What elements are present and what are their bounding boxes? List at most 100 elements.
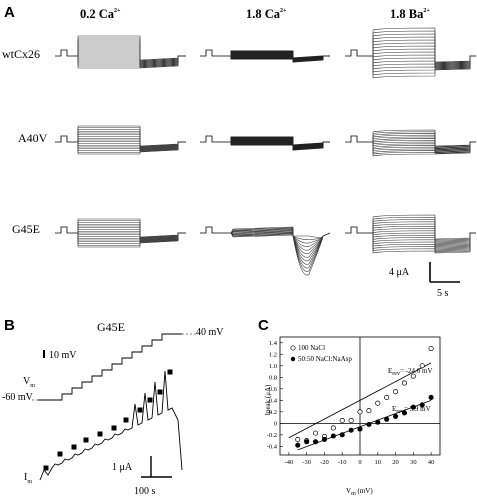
current-trace (372, 133, 476, 148)
current-trace (372, 131, 476, 147)
trace-family-r0-c1 (200, 49, 330, 63)
current-trace (372, 221, 476, 242)
current-trace (372, 48, 476, 66)
vm-label: Vm (23, 376, 35, 389)
current-trace (372, 134, 476, 148)
current-trace (230, 232, 331, 276)
peak-marker (71, 444, 77, 450)
y-tick-label: 0.4 (269, 397, 278, 404)
current-trace (372, 141, 476, 153)
data-point-nacl (348, 417, 354, 424)
data-point-naasp (348, 427, 354, 433)
data-point-naasp (384, 416, 390, 422)
current-trace (372, 136, 476, 149)
current-trace (77, 37, 186, 61)
scale-bar-a: 4 μA 5 s (389, 262, 460, 299)
legend-marker-open (290, 345, 296, 351)
peak-marker (167, 369, 173, 375)
current-scale-label: 1 μA (112, 462, 133, 473)
current-trace (372, 232, 476, 252)
col-head-1-8-ba: 1.8 Ba2+ (390, 7, 430, 21)
volt-scale-label: 10 mV (49, 350, 77, 361)
data-point-naasp (313, 439, 319, 445)
data-point-naasp (321, 436, 327, 443)
data-point-naasp (393, 413, 399, 419)
peak-marker (137, 407, 143, 413)
x-tick-label: 10 (375, 459, 382, 466)
data-point-naasp (357, 426, 363, 432)
data-point-nacl (375, 400, 381, 406)
current-trace (372, 54, 476, 67)
data-point-naasp (304, 439, 310, 445)
current-trace (230, 141, 330, 151)
y-tick-label: 0 (274, 420, 277, 427)
x-tick-label: -40 (285, 459, 294, 466)
current-trace (372, 223, 476, 243)
panel-b-title: G45E (97, 320, 125, 334)
trace-family-r0-c0 (55, 35, 186, 69)
trace-family-r1-c1 (200, 135, 330, 151)
data-point-naasp (366, 421, 372, 428)
data-point-nacl (295, 436, 301, 443)
data-point-naasp (401, 410, 407, 416)
current-trace (372, 36, 476, 64)
data-point-nacl (366, 408, 372, 414)
current-trace (372, 141, 476, 152)
current-trace (372, 55, 476, 68)
fit-line-1 (297, 399, 432, 451)
current-trace (372, 55, 476, 68)
current-trace (372, 216, 476, 241)
fit-line-0 (288, 362, 432, 439)
y-tick-label: 0.2 (269, 409, 277, 416)
data-point-nacl (401, 380, 407, 386)
data-point-naasp (410, 404, 416, 410)
current-trace (372, 55, 476, 76)
y-tick-label: -0.4 (267, 443, 278, 450)
data-point-nacl (419, 363, 425, 369)
current-trace (372, 141, 476, 157)
baseline-trace (200, 49, 231, 57)
peak-marker (111, 425, 117, 431)
current-trace (372, 129, 476, 147)
current-trace (372, 39, 476, 65)
data-point-naasp (330, 433, 336, 439)
current-trace (372, 232, 476, 253)
current-trace (77, 55, 186, 69)
current-trace (372, 55, 476, 70)
current-trace (372, 232, 476, 251)
current-trace (77, 141, 186, 155)
panel-c-letter: C (258, 317, 269, 334)
x-tick-label: -20 (320, 459, 329, 466)
col-head-0-2-ca: 0.2 Ca2+ (80, 7, 121, 21)
current-trace (372, 232, 476, 249)
legend-label-naasp: 50:50 NaCl:NaAsp (298, 355, 352, 363)
panel-a-letter: A (4, 4, 15, 21)
data-point-nacl (393, 389, 399, 395)
trace-family-r2-c1 (200, 226, 331, 276)
baseline-trace (200, 226, 231, 234)
current-trace (372, 55, 476, 69)
current-trace (372, 45, 476, 66)
tick-labels: -40 -30 -20 -10 0 10 20 30 40 -0.4 -0.2 0 0.2 0.4 0.6 0… (267, 340, 435, 466)
x-tick-label: 30 (410, 459, 417, 466)
current-trace (372, 141, 476, 155)
row-label-a40v: A40V (18, 131, 48, 145)
baseline-trace (55, 226, 78, 234)
data-point-naasp (419, 402, 425, 408)
erev-label-naasp: Erev= 5.9 mV (392, 405, 431, 415)
data-point-nacl (428, 345, 434, 352)
data-point-naasp (295, 442, 301, 448)
data-point-nacl (339, 417, 345, 424)
peak-marker (123, 417, 129, 423)
row-label-wtcx26: wtCx26 (2, 47, 40, 61)
peak-marker (147, 397, 153, 403)
current-trace (372, 140, 476, 150)
trace-family-r2-c2 (345, 214, 476, 254)
v-end-label: 40 mV (196, 327, 224, 338)
scale-time-label: 5 s (437, 288, 449, 299)
x-tick-label: -10 (338, 459, 347, 466)
y-axis-label: Ipeak (μA) (264, 384, 272, 415)
col-head-1-8-ca: 1.8 Ca2+ (246, 7, 287, 21)
data-points (295, 345, 434, 448)
